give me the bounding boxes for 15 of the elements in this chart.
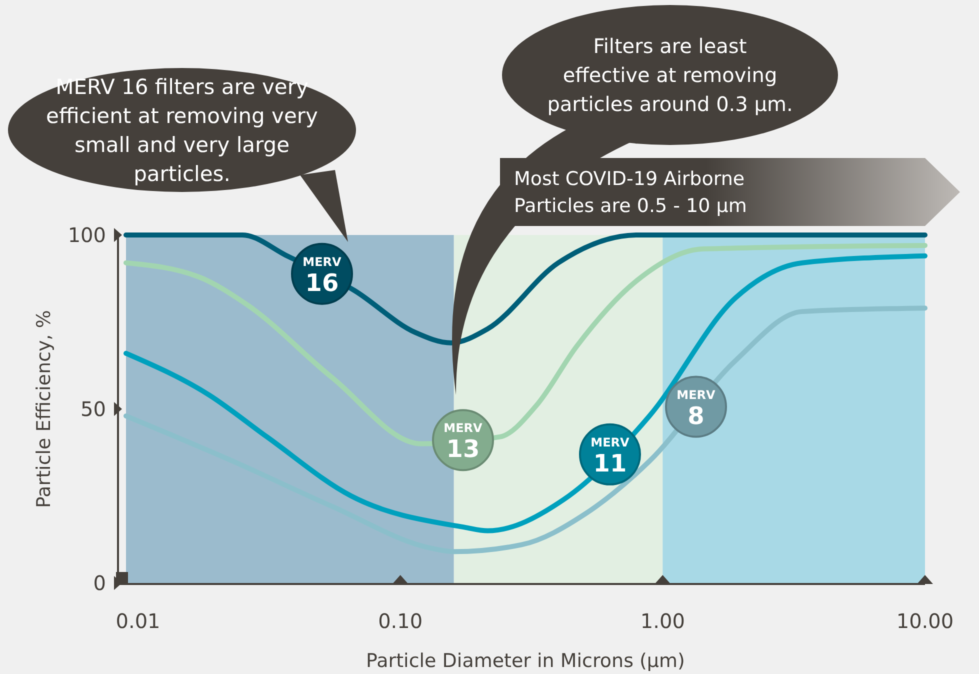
x-tick-label: 10.00 xyxy=(896,609,954,633)
text: Filters are least effective at removing particles around 0.3 µm. xyxy=(547,34,793,116)
y-tick-label: 50 xyxy=(80,397,106,421)
x-tick-label: 1.00 xyxy=(640,609,685,633)
series-label: MERV 8 xyxy=(676,388,716,430)
y-tick-label: 100 xyxy=(68,223,106,247)
y-tick-label: 0 xyxy=(93,571,106,595)
x-tick-label: 0.10 xyxy=(378,609,423,633)
y-axis-title: Particle Efficiency, % xyxy=(33,310,55,508)
x-tick-label: 0.01 xyxy=(116,609,160,633)
series-label: MERV 11 xyxy=(590,435,630,478)
series-label: MERV 16 xyxy=(302,254,342,297)
x-axis-title: Particle Diameter in Microns (µm) xyxy=(366,650,685,672)
series-label: MERV 13 xyxy=(444,421,484,464)
text: Most COVID-19 Airborne Particles are 0.5 - 10 µm xyxy=(514,168,747,218)
